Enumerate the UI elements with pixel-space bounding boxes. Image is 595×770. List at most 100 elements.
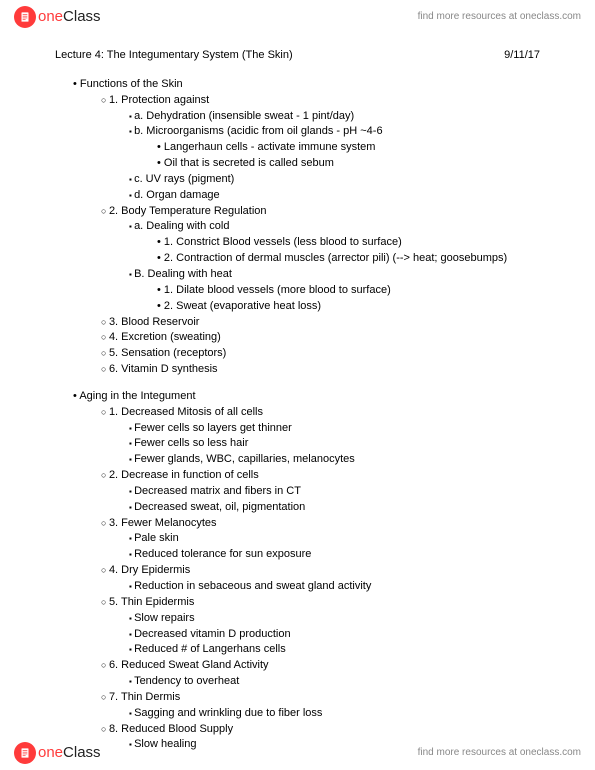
outline-list: 1. Protection against a. Dehydration (ins… — [73, 93, 540, 377]
outline-text: Langerhaun cells - activate immune syste… — [164, 141, 376, 153]
outline-list: a. Dealing with cold1. Constrict Blood v… — [101, 219, 540, 313]
outline-text: Decreased sweat, oil, pigmentation — [134, 501, 305, 513]
outline-root: Functions of the Skin 1. Protection again… — [55, 77, 540, 752]
outline-item: 7. Thin DermisSagging and wrinkling due … — [101, 690, 540, 721]
outline-text: 8. Reduced Blood Supply — [109, 723, 233, 735]
brand-name: oneClass — [38, 743, 101, 763]
outline-text: Fewer cells so less hair — [134, 437, 248, 449]
outline-item: 2. Body Temperature Regulation a. Dealing… — [101, 204, 540, 314]
brand-name: oneClass — [38, 7, 101, 27]
outline-item: 6. Vitamin D synthesis — [101, 362, 540, 377]
outline-text: 1. Dilate blood vessels (more blood to s… — [164, 284, 391, 296]
outline-item: Fewer cells so layers get thinner — [129, 421, 540, 436]
outline-item: 2. Decrease in function of cells Decrease… — [101, 468, 540, 515]
outline-text: Fewer glands, WBC, capillaries, melanocy… — [134, 453, 355, 465]
outline-item: 1. Decreased Mitosis of all cells Fewer c… — [101, 405, 540, 467]
outline-item: 1. Dilate blood vessels (more blood to s… — [157, 283, 540, 298]
page-footer: oneClass find more resources at oneclass… — [0, 736, 595, 770]
outline-text: Pale skin — [134, 532, 179, 544]
outline-text: Reduction in sebaceous and sweat gland a… — [134, 580, 371, 592]
outline-item: 3. Fewer Melanocytes Pale skin Reduced tol… — [101, 516, 540, 563]
outline-list: Tendency to overheat — [101, 674, 540, 689]
outline-item: 4. Dry Epidermis Reduction in sebaceous a… — [101, 563, 540, 594]
outline-item: Reduced # of Langerhans cells — [129, 642, 540, 657]
outline-text: Decreased matrix and fibers in CT — [134, 485, 301, 497]
outline-text: 3. Fewer Melanocytes — [109, 517, 217, 529]
outline-text: 1. Decreased Mitosis of all cells — [109, 406, 263, 418]
outline-item: 1. Protection against a. Dehydration (ins… — [101, 93, 540, 203]
outline-item: 2. Sweat (evaporative heat loss) — [157, 299, 540, 314]
outline-item: Pale skin — [129, 531, 540, 546]
header-tagline: find more resources at oneclass.com — [418, 10, 581, 24]
outline-text: c. UV rays (pigment) — [134, 173, 234, 185]
outline-text: Decreased vitamin D production — [134, 628, 291, 640]
outline-list: 1. Constrict Blood vessels (less blood t… — [129, 235, 540, 266]
outline-list: Sagging and wrinkling due to fiber loss — [101, 706, 540, 721]
outline-list: Reduction in sebaceous and sweat gland a… — [101, 579, 540, 594]
outline-text: Tendency to overheat — [134, 675, 239, 687]
section-heading: Aging in the Integument1. Decreased Mito… — [73, 389, 540, 752]
outline-list: Slow repairs Decreased vitamin D producti… — [101, 611, 540, 658]
outline-item: Oil that is secreted is called sebum — [157, 156, 540, 171]
outline-text: B. Dealing with heat — [134, 268, 232, 280]
outline-text: 1. Protection against — [109, 94, 209, 106]
document-body: Lecture 4: The Integumentary System (The… — [0, 34, 595, 752]
outline-item: Slow repairs — [129, 611, 540, 626]
outline-text: Reduced # of Langerhans cells — [134, 643, 286, 655]
outline-list: Fewer cells so layers get thinner Fewer c… — [101, 421, 540, 468]
outline-text: 3. Blood Reservoir — [109, 316, 200, 328]
brand-logo: oneClass — [14, 6, 101, 28]
outline-text: 6. Reduced Sweat Gland Activity — [109, 659, 269, 671]
outline-item: a. Dehydration (insensible sweat - 1 pin… — [129, 109, 540, 124]
outline-text: 5. Sensation (receptors) — [109, 347, 226, 359]
outline-list: Pale skin Reduced tolerance for sun expos… — [101, 531, 540, 562]
outline-item: 5. Sensation (receptors) — [101, 346, 540, 361]
page-header: oneClass find more resources at oneclass… — [0, 0, 595, 34]
outline-text: Reduced tolerance for sun exposure — [134, 548, 311, 560]
outline-list: Langerhaun cells - activate immune syste… — [129, 140, 540, 171]
outline-text: 4. Dry Epidermis — [109, 564, 190, 576]
outline-list: a. Dehydration (insensible sweat - 1 pin… — [101, 109, 540, 203]
brand-logo-footer: oneClass — [14, 742, 101, 764]
outline-item: B. Dealing with heat 1. Dilate blood vess… — [129, 267, 540, 314]
outline-text: 2. Body Temperature Regulation — [109, 205, 267, 217]
outline-text: 1. Constrict Blood vessels (less blood t… — [164, 236, 402, 248]
outline-text: Oil that is secreted is called sebum — [164, 157, 334, 169]
lecture-date: 9/11/17 — [504, 48, 540, 63]
outline-text: b. Microorganisms (acidic from oil gland… — [134, 125, 383, 137]
outline-item: b. Microorganisms (acidic from oil gland… — [129, 124, 540, 171]
doc-icon — [14, 6, 36, 28]
lecture-title: Lecture 4: The Integumentary System (The… — [55, 48, 293, 63]
outline-item: Langerhaun cells - activate immune syste… — [157, 140, 540, 155]
outline-item: Tendency to overheat — [129, 674, 540, 689]
outline-item: 2. Contraction of dermal muscles (arrect… — [157, 251, 540, 266]
footer-tagline: find more resources at oneclass.com — [418, 746, 581, 760]
doc-icon — [14, 742, 36, 764]
outline-text: Sagging and wrinkling due to fiber loss — [134, 707, 322, 719]
outline-item: Decreased vitamin D production — [129, 627, 540, 642]
outline-list: 1. Decreased Mitosis of all cells Fewer c… — [73, 405, 540, 753]
outline-text: 2. Sweat (evaporative heat loss) — [164, 300, 321, 312]
outline-list: Decreased matrix and fibers in CT Decreas… — [101, 484, 540, 515]
outline-text: 6. Vitamin D synthesis — [109, 363, 218, 375]
outline-text: d. Organ damage — [134, 189, 220, 201]
outline-item: Decreased sweat, oil, pigmentation — [129, 500, 540, 515]
outline-text: Fewer cells so layers get thinner — [134, 422, 292, 434]
outline-text: Slow repairs — [134, 612, 195, 624]
outline-item: Fewer cells so less hair — [129, 436, 540, 451]
outline-text: 5. Thin Epidermis — [109, 596, 194, 608]
title-row: Lecture 4: The Integumentary System (The… — [55, 48, 540, 63]
outline-item: a. Dealing with cold1. Constrict Blood v… — [129, 219, 540, 266]
outline-item: d. Organ damage — [129, 188, 540, 203]
outline-item: Sagging and wrinkling due to fiber loss — [129, 706, 540, 721]
outline-item: 4. Excretion (sweating) — [101, 330, 540, 345]
outline-item: Decreased matrix and fibers in CT — [129, 484, 540, 499]
outline-list: 1. Dilate blood vessels (more blood to s… — [129, 283, 540, 314]
outline-text: a. Dehydration (insensible sweat - 1 pin… — [134, 110, 354, 122]
section-heading: Functions of the Skin 1. Protection again… — [73, 77, 540, 377]
outline-item: 6. Reduced Sweat Gland Activity Tendency … — [101, 658, 540, 689]
outline-text: 2. Decrease in function of cells — [109, 469, 259, 481]
outline-item: 3. Blood Reservoir — [101, 315, 540, 330]
outline-item: Fewer glands, WBC, capillaries, melanocy… — [129, 452, 540, 467]
section-title: Functions of the Skin — [80, 78, 183, 90]
